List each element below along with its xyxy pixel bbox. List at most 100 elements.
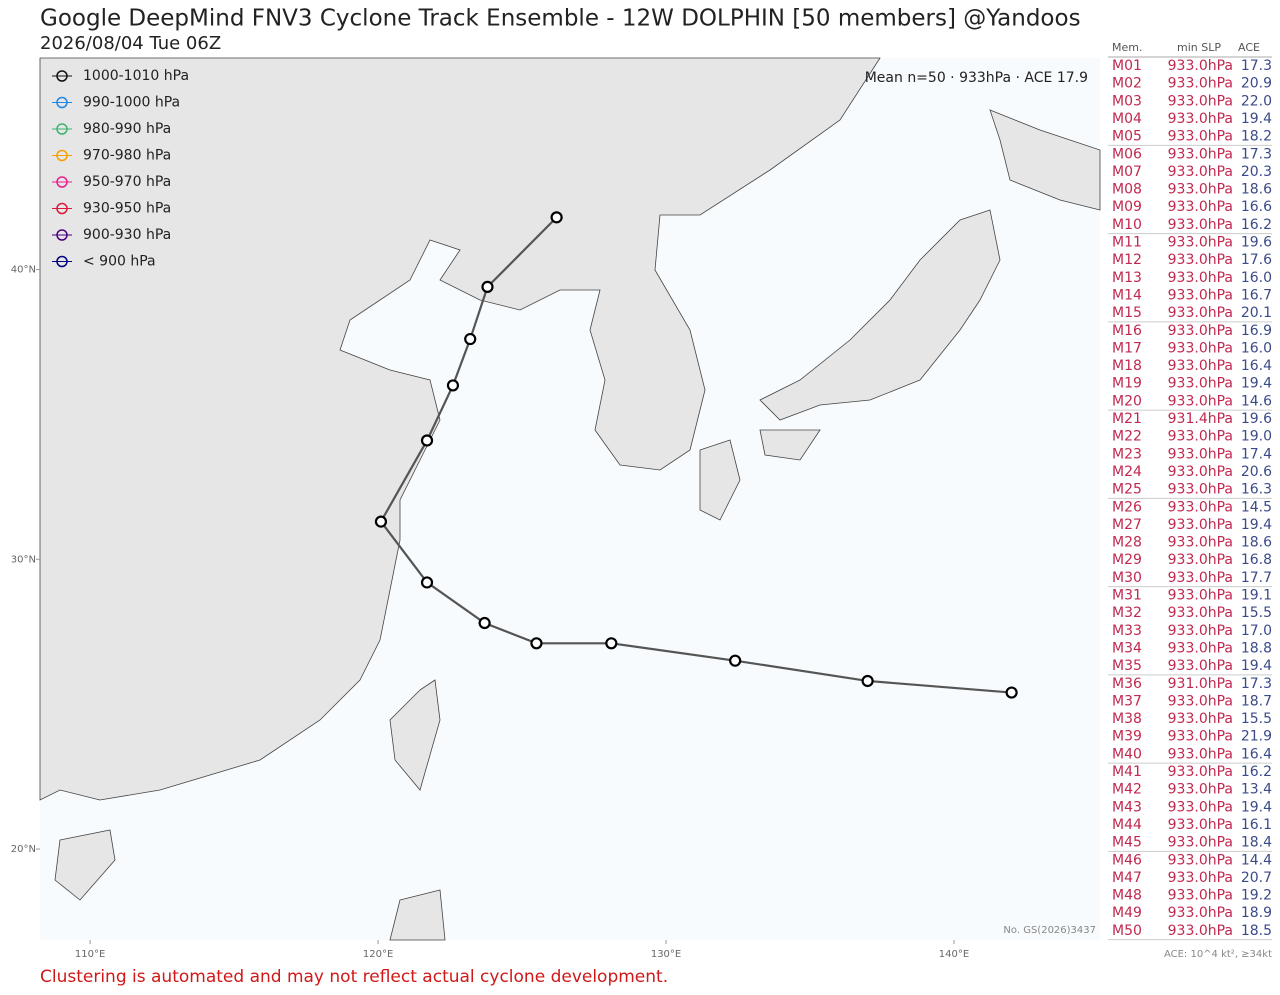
table-cell: 933.0hPa — [1168, 870, 1233, 886]
table-cell: 933.0hPa — [1168, 499, 1233, 515]
table-cell: 933.0hPa — [1168, 358, 1233, 374]
table-cell: M21 — [1112, 411, 1142, 427]
table-cell: 933.0hPa — [1168, 146, 1233, 162]
table-cell: 17.0 — [1241, 623, 1272, 639]
table-cell: 19.2 — [1241, 888, 1272, 904]
table-cell: 16.2 — [1241, 217, 1272, 233]
table-cell: M23 — [1112, 446, 1142, 462]
table-cell: M17 — [1112, 340, 1142, 356]
table-cell: M28 — [1112, 535, 1142, 551]
table-cell: 18.5 — [1241, 923, 1272, 939]
mean-point — [374, 515, 388, 528]
table-cell: 933.0hPa — [1168, 217, 1233, 233]
table-cell: 16.9 — [1241, 323, 1272, 339]
table-cell: M41 — [1112, 764, 1142, 780]
table-cell: 16.1 — [1241, 817, 1272, 833]
table-cell: 933.0hPa — [1168, 199, 1233, 215]
hokkaido — [989, 109, 1101, 211]
table-cell: 933.0hPa — [1168, 693, 1233, 709]
table-cell: M48 — [1112, 888, 1142, 904]
legend-label: 900-930 hPa — [83, 227, 171, 243]
table-cell: M30 — [1112, 570, 1142, 586]
table-cell: 20.9 — [1241, 76, 1272, 92]
table-cell: 19.6 — [1241, 235, 1272, 251]
table-cell: M20 — [1112, 393, 1142, 409]
table-cell: 933.0hPa — [1168, 76, 1233, 92]
table-cell: M38 — [1112, 711, 1142, 727]
table-cell: 17.7 — [1241, 570, 1272, 586]
mean-point — [464, 332, 477, 346]
table-cell: 933.0hPa — [1168, 482, 1233, 498]
table-cell: 933.0hPa — [1168, 729, 1233, 745]
footnote: ACE: 10^4 kt², ≥34kt — [1164, 949, 1272, 960]
legend-label: 990-1000 hPa — [83, 95, 180, 111]
y-tick-label: 20°N — [11, 844, 36, 855]
table-cell: 20.6 — [1241, 464, 1272, 480]
table-cell: 19.4 — [1241, 517, 1272, 533]
table-cell: M35 — [1112, 658, 1142, 674]
mean-point — [530, 637, 543, 650]
shikoku — [759, 429, 821, 461]
mainland — [39, 57, 881, 801]
table-cell: 933.0hPa — [1168, 517, 1233, 533]
table-cell: 16.0 — [1241, 340, 1272, 356]
table-cell: 933.0hPa — [1168, 270, 1233, 286]
legend-label: 980-990 hPa — [83, 121, 171, 137]
table-cell: 933.0hPa — [1168, 58, 1233, 74]
table-cell: M07 — [1112, 164, 1142, 180]
table-cell: M40 — [1112, 746, 1142, 762]
table-cell: M45 — [1112, 835, 1142, 851]
table-cell: 22.0 — [1241, 93, 1272, 109]
table-cell: 16.4 — [1241, 358, 1272, 374]
table-cell: M39 — [1112, 729, 1142, 745]
x-tick-label: 130°E — [651, 949, 681, 960]
table-cell: M11 — [1112, 235, 1142, 251]
table-cell: 20.7 — [1241, 870, 1272, 886]
table-cell: M12 — [1112, 252, 1142, 268]
table-cell: 933.0hPa — [1168, 923, 1233, 939]
table-cell: M31 — [1112, 588, 1142, 604]
table-cell: 15.5 — [1241, 711, 1272, 727]
table-cell: 933.0hPa — [1168, 658, 1233, 674]
table-cell: M22 — [1112, 429, 1142, 445]
table-cell: M02 — [1112, 76, 1142, 92]
table-cell: 15.5 — [1241, 605, 1272, 621]
table-cell: 19.4 — [1241, 111, 1272, 127]
table-cell: 18.8 — [1241, 640, 1272, 656]
table-cell: M25 — [1112, 482, 1142, 498]
kyushu — [699, 439, 741, 521]
table-cell: 17.4 — [1241, 446, 1272, 462]
table-cell: M34 — [1112, 640, 1142, 656]
table-cell: 18.6 — [1241, 182, 1272, 198]
luzon — [389, 889, 446, 941]
table-cell: 16.2 — [1241, 764, 1272, 780]
table-cell: M10 — [1112, 217, 1142, 233]
table-cell: M06 — [1112, 146, 1142, 162]
legend-label: 950-970 hPa — [83, 174, 171, 190]
table-cell: 933.0hPa — [1168, 129, 1233, 145]
table-cell: 933.0hPa — [1168, 623, 1233, 639]
mean-point — [861, 674, 874, 688]
legend-label: < 900 hPa — [83, 254, 156, 270]
mean-point — [478, 616, 491, 630]
table-cell: 18.7 — [1241, 693, 1272, 709]
legend-label: 1000-1010 hPa — [83, 68, 189, 84]
table-cell: 933.0hPa — [1168, 835, 1233, 851]
table-cell: 933.0hPa — [1168, 640, 1233, 656]
table-cell: M27 — [1112, 517, 1142, 533]
x-tick-label: 140°E — [939, 949, 969, 960]
mean-point — [1005, 686, 1018, 699]
table-cell: 20.1 — [1241, 305, 1272, 321]
table-cell: 933.0hPa — [1168, 111, 1233, 127]
mean-point — [550, 211, 563, 224]
land — [39, 57, 1101, 941]
table-cell: M36 — [1112, 676, 1142, 692]
table-cell: 933.0hPa — [1168, 393, 1233, 409]
table-cell: 21.9 — [1241, 729, 1272, 745]
table-cell: M29 — [1112, 552, 1142, 568]
table-cell: 16.7 — [1241, 287, 1272, 303]
table-cell: M14 — [1112, 287, 1142, 303]
table-cell: 18.9 — [1241, 905, 1272, 921]
table-cell: 933.0hPa — [1168, 164, 1233, 180]
legend-label: 970-980 hPa — [83, 148, 171, 164]
